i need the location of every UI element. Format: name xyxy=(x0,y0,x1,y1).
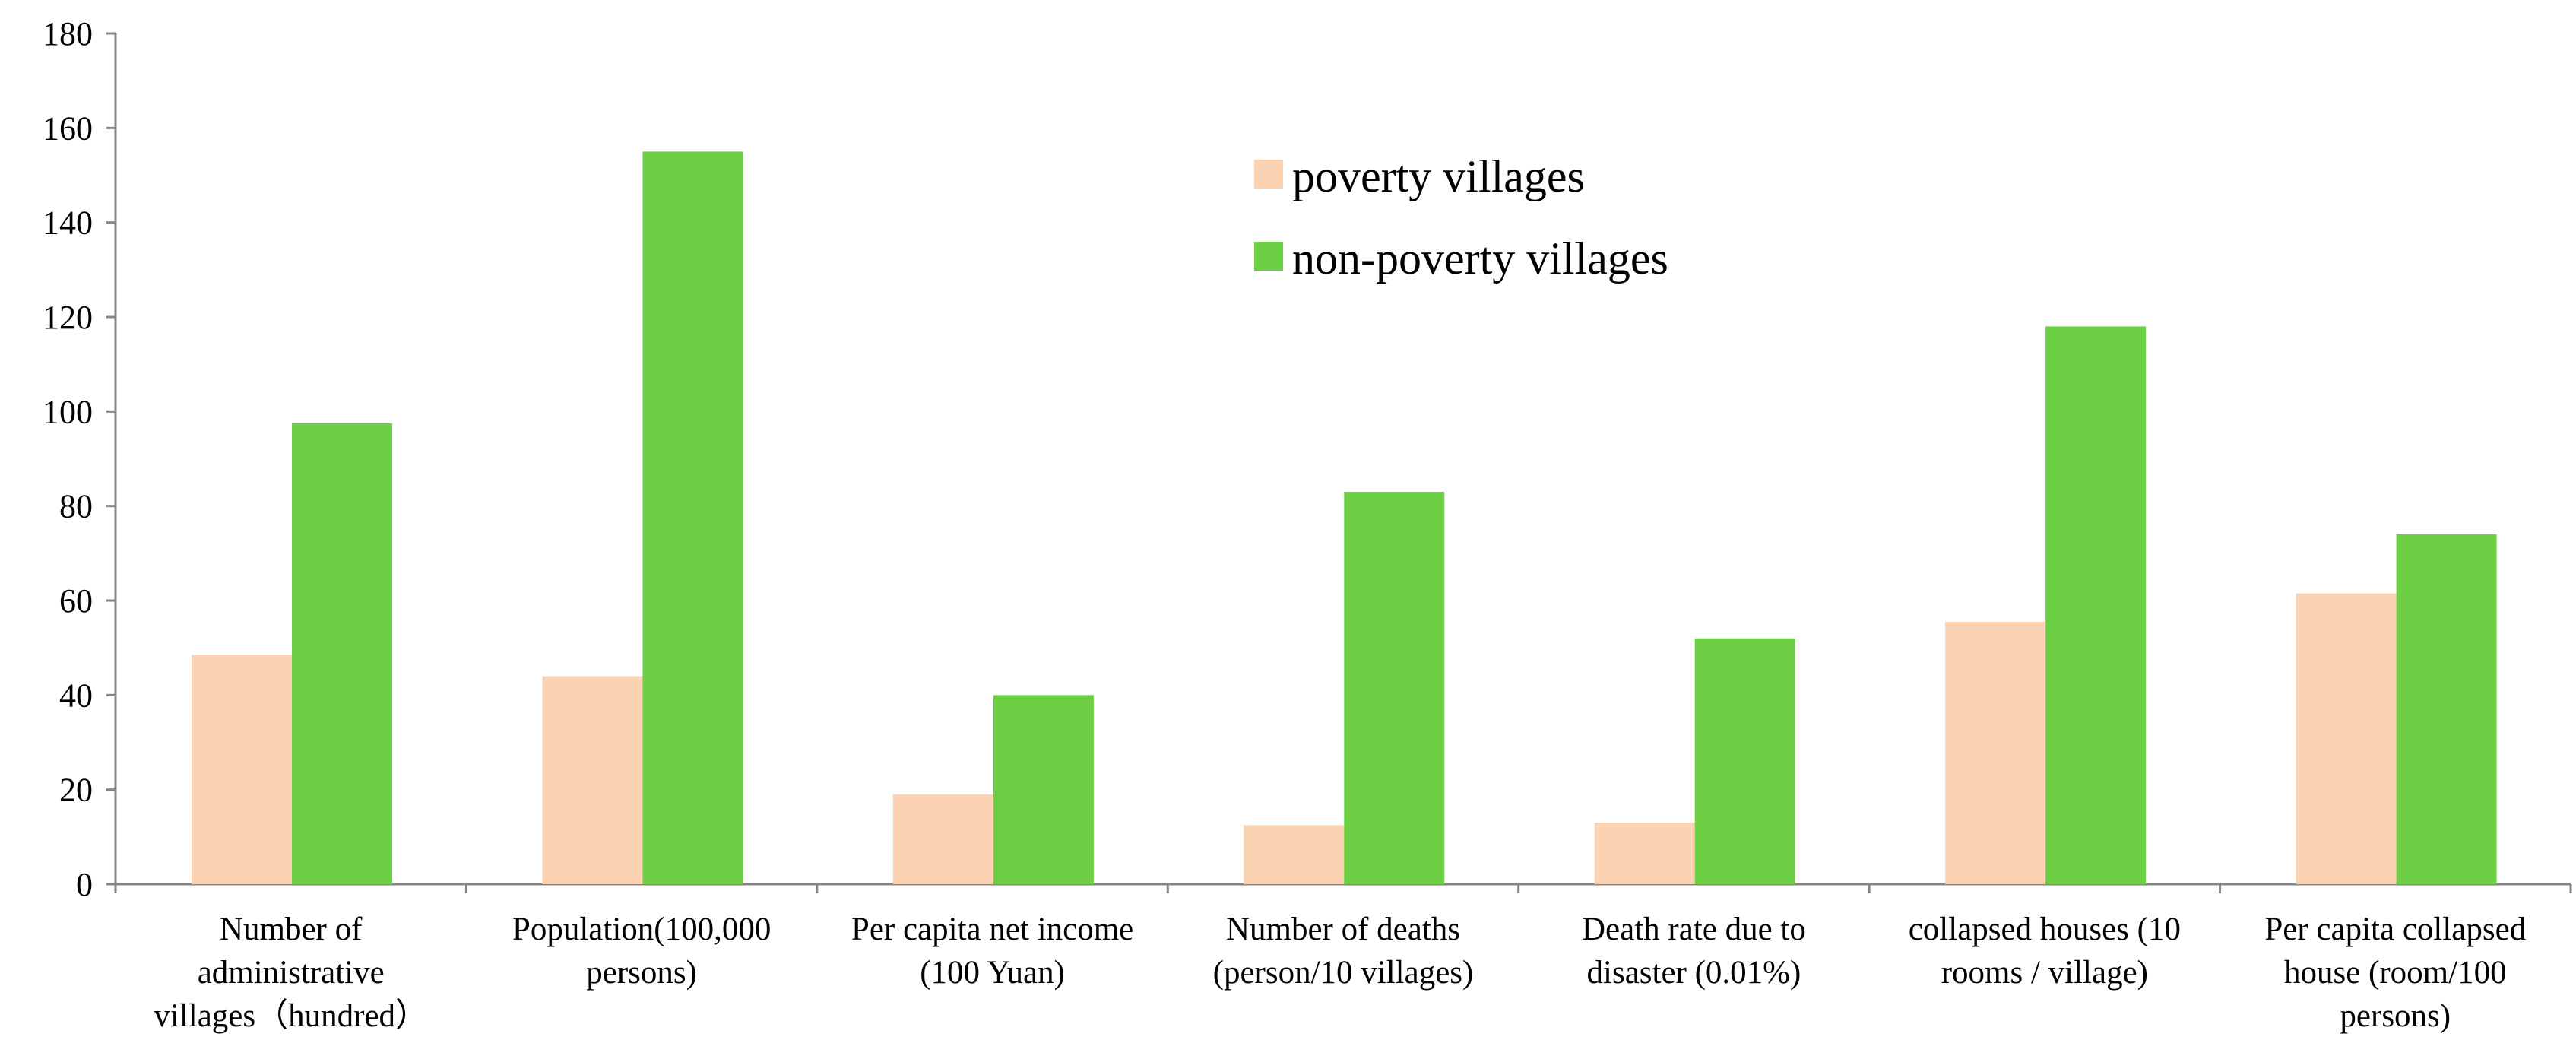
y-tick-label: 140 xyxy=(43,205,93,242)
y-tick-label: 0 xyxy=(76,866,93,903)
y-tick-label: 60 xyxy=(59,582,93,620)
x-axis-ticks xyxy=(114,884,2572,893)
y-tick-label: 100 xyxy=(43,393,93,430)
x-category-label: collapsed houses (10 rooms / village) xyxy=(1909,912,2181,991)
legend-swatch-non-poverty-villages xyxy=(1254,242,1283,271)
bar-poverty-villages-4 xyxy=(1594,823,1695,884)
bars xyxy=(192,151,2497,884)
y-tick-label: 180 xyxy=(43,15,93,52)
bar-poverty-villages-0 xyxy=(192,655,292,884)
x-category-label: Per capita net income (100 Yuan) xyxy=(851,912,1133,991)
x-category-label: Number of administrative villages（hundred） xyxy=(154,912,428,1034)
y-tick-label: 120 xyxy=(43,299,93,336)
legend-label-non-poverty-villages: non-poverty villages xyxy=(1292,233,1668,284)
y-tick-label: 20 xyxy=(59,772,93,809)
legend-swatch-poverty-villages xyxy=(1254,160,1283,189)
bar-non-poverty-villages-5 xyxy=(2045,326,2147,884)
bar-poverty-villages-3 xyxy=(1244,825,1345,884)
y-axis-ticks: 0 20 40 60 80 100 120 140 160 180 xyxy=(43,15,116,903)
bar-non-poverty-villages-3 xyxy=(1344,492,1445,884)
category-labels: Number of administrative villages（hundred）… xyxy=(154,912,2526,1034)
y-tick-label: 160 xyxy=(43,109,93,147)
bar-non-poverty-villages-0 xyxy=(292,423,392,884)
bar-non-poverty-villages-4 xyxy=(1694,638,1795,884)
bar-non-poverty-villages-1 xyxy=(642,151,743,884)
bar-poverty-villages-2 xyxy=(892,794,993,884)
x-category-label: Per capita collapsed house (room/100 perso… xyxy=(2264,912,2526,1034)
bar-non-poverty-villages-2 xyxy=(993,695,1094,884)
x-category-label: Number of deaths (person/10 villages) xyxy=(1213,912,1474,991)
bar-non-poverty-villages-6 xyxy=(2396,534,2497,884)
bar-poverty-villages-1 xyxy=(542,676,643,884)
legend-label-poverty-villages: poverty villages xyxy=(1292,151,1585,201)
bar-poverty-villages-5 xyxy=(1945,621,2046,884)
legend: poverty villages non-poverty villages xyxy=(1254,151,1668,284)
y-tick-label: 80 xyxy=(59,488,93,525)
x-category-label: Death rate due to disaster (0.01%) xyxy=(1582,912,1806,991)
y-tick-label: 40 xyxy=(59,677,93,714)
x-category-label: Population(100,000 persons) xyxy=(512,912,771,991)
bar-poverty-villages-6 xyxy=(2296,593,2397,884)
